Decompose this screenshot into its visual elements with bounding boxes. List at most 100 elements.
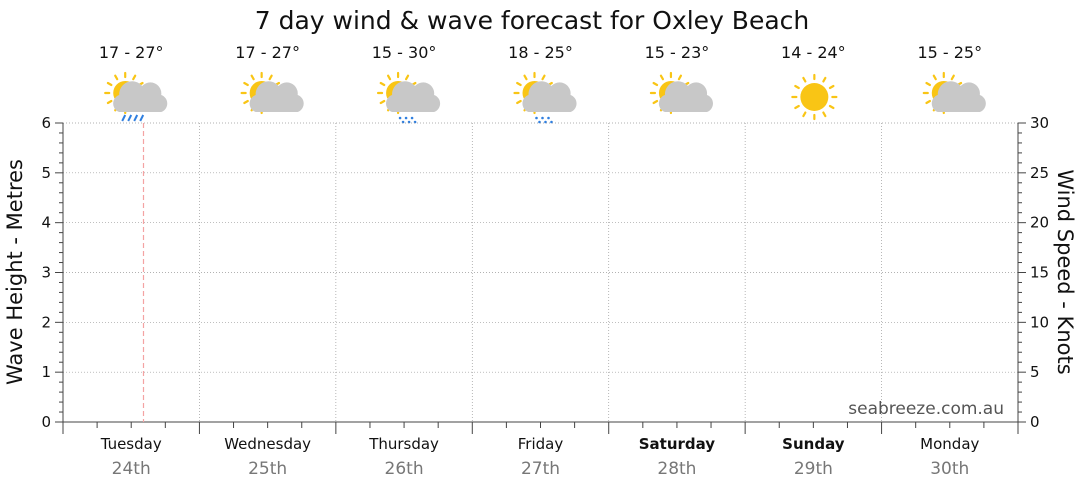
sun-ray	[106, 81, 113, 87]
cloud-shape	[386, 81, 441, 112]
sun-ray	[386, 74, 392, 81]
cloud-shape	[249, 81, 304, 112]
sun-ray	[677, 74, 683, 81]
sun-cloud-showers-icon	[376, 71, 441, 124]
sun-ray	[802, 76, 807, 83]
y-tick-label: 5	[41, 164, 51, 182]
rain-dot	[538, 120, 541, 124]
temperature-range: 14 - 24°	[781, 43, 846, 62]
rain-dot	[404, 116, 408, 120]
sun-ray	[404, 74, 410, 81]
rain-dot	[544, 120, 547, 124]
sun-cloud-showers-icon	[513, 71, 577, 124]
sun-disc	[800, 83, 829, 111]
sun-ray	[828, 104, 835, 110]
sun-ray	[243, 99, 249, 105]
sun-ray	[114, 74, 119, 81]
rain-dot	[541, 116, 544, 120]
day-label: Wednesday	[224, 435, 311, 453]
rain-drop	[139, 114, 145, 122]
y-axis-label: Wave Height - Metres	[3, 159, 27, 385]
sun-cloud-icon	[922, 71, 986, 115]
date-label: 27th	[521, 459, 560, 479]
sun-ray	[802, 111, 807, 118]
sun-ray	[250, 74, 255, 81]
sun-ray	[925, 99, 932, 105]
rain-dot	[413, 120, 417, 124]
cloud-shape	[931, 81, 986, 112]
day-label: Tuesday	[100, 435, 162, 453]
cloud-shape	[522, 81, 577, 112]
temperature-range: 15 - 23°	[645, 43, 710, 62]
rain-dot	[410, 116, 414, 120]
y2-axis-label: Wind Speed - Knots	[1053, 169, 1077, 374]
sun-cloud-rain-icon	[104, 71, 168, 122]
cloud-shape	[113, 81, 168, 112]
sun-ray	[516, 81, 522, 87]
temperature-range: 17 - 27°	[235, 43, 300, 62]
sun-ray	[659, 74, 665, 81]
sun-ray	[794, 104, 800, 110]
temperature-range: 17 - 27°	[99, 43, 164, 62]
plot-area: 0 01 52 103 154 205 256 30Tuesday24thWednesday2…	[41, 114, 1049, 479]
sun-ray	[379, 99, 386, 105]
sun-ray	[523, 74, 528, 81]
y-tick-label: 2	[41, 313, 51, 331]
day-label: Friday	[518, 435, 564, 453]
sun-ray	[932, 74, 937, 81]
y2-tick-label: 20	[1030, 214, 1049, 232]
sun-ray	[516, 99, 522, 105]
sun-ray	[925, 81, 932, 87]
rain-dot	[547, 116, 550, 120]
y-tick-label: 0	[41, 413, 51, 431]
sun-ray	[132, 74, 137, 81]
rain-dot	[550, 120, 553, 124]
weather-row: 17 - 27° 17 - 27° 15 - 30° 18 - 25° 15 - 23°…	[99, 43, 986, 124]
date-label: 26th	[385, 459, 424, 479]
day-label: Sunday	[782, 435, 845, 453]
temperature-range: 18 - 25°	[508, 43, 573, 62]
day-label: Saturday	[639, 435, 716, 453]
sun-ray	[828, 84, 835, 90]
rain-drop	[127, 114, 133, 122]
date-label: 28th	[657, 459, 696, 479]
sun-ray	[243, 81, 249, 87]
sun-ray	[652, 99, 659, 105]
y2-tick-label: 5	[1030, 363, 1040, 381]
date-label: 30th	[930, 459, 969, 479]
rain-dot	[401, 120, 405, 124]
y2-tick-label: 10	[1030, 313, 1049, 331]
cloud-shape	[658, 81, 713, 112]
y2-tick-label: 15	[1030, 264, 1049, 282]
sun-ray	[822, 111, 827, 118]
sun-ray	[822, 76, 827, 83]
y-tick-label: 3	[41, 264, 51, 282]
y2-tick-label: 30	[1030, 114, 1049, 132]
rain-drop	[121, 114, 127, 122]
date-label: 29th	[794, 459, 833, 479]
rain-dot	[535, 116, 538, 120]
temperature-range: 15 - 30°	[372, 43, 437, 62]
sun-cloud-icon	[649, 71, 713, 115]
chart-title: 7 day wind & wave forecast for Oxley Bea…	[255, 6, 810, 35]
sun-icon	[791, 73, 838, 121]
rain-drop	[133, 114, 139, 122]
y2-tick-label: 0	[1030, 413, 1040, 431]
sun-ray	[950, 74, 955, 81]
sun-ray	[794, 84, 800, 90]
y-tick-label: 6	[41, 114, 51, 132]
sun-ray	[652, 81, 659, 87]
sun-cloud-icon	[240, 71, 304, 115]
y-tick-label: 4	[41, 214, 51, 232]
sun-ray	[379, 81, 386, 87]
watermark: seabreeze.com.au	[848, 399, 1004, 419]
rain-dot	[398, 116, 402, 120]
sun-ray	[541, 74, 546, 81]
rain-dot	[407, 120, 411, 124]
y-tick-label: 1	[41, 363, 51, 381]
temperature-range: 15 - 25°	[917, 43, 982, 62]
y2-tick-label: 25	[1030, 164, 1049, 182]
date-label: 24th	[112, 459, 151, 479]
sun-ray	[106, 99, 113, 105]
